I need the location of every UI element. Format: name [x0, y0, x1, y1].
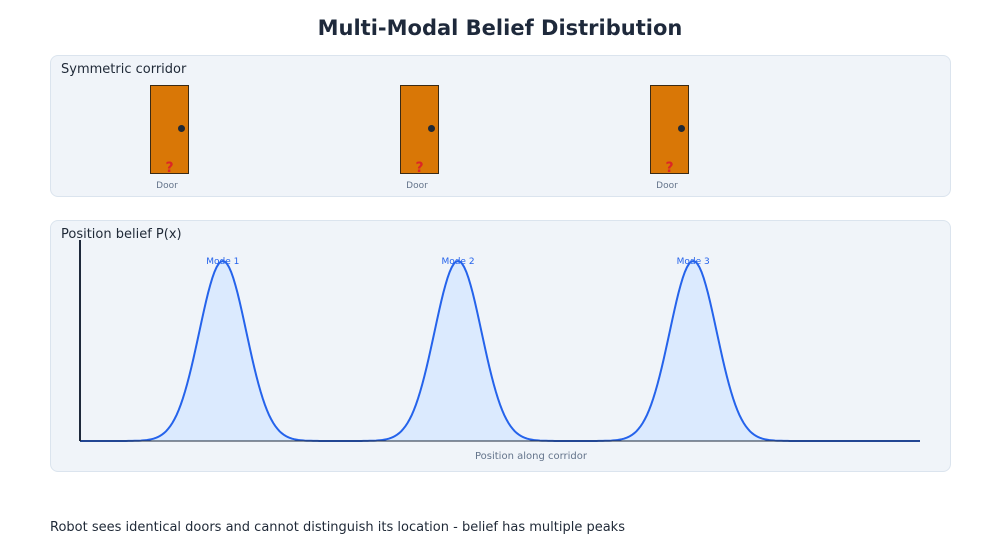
door-label: Door — [156, 181, 178, 191]
caption: Robot sees identical doors and cannot di… — [50, 520, 625, 535]
door: ? — [150, 85, 189, 176]
door-knob-icon — [178, 125, 185, 132]
question-mark: ? — [415, 160, 424, 176]
corridor-title: Symmetric corridor — [61, 62, 187, 77]
mode-label: Mode 1 — [206, 257, 239, 267]
question-mark: ? — [165, 160, 174, 176]
page-title: Multi-Modal Belief Distribution — [317, 16, 683, 40]
door-label: Door — [656, 181, 678, 191]
door-knob-icon — [678, 125, 685, 132]
mode-label: Mode 2 — [441, 257, 474, 267]
belief-area — [80, 261, 920, 441]
question-mark: ? — [665, 160, 674, 176]
x-axis-label: Position along corridor — [475, 451, 588, 462]
mode-label: Mode 3 — [677, 257, 710, 267]
door-knob-icon — [428, 125, 435, 132]
belief-title: Position belief P(x) — [61, 227, 182, 242]
door: ? — [650, 85, 689, 176]
door: ? — [400, 85, 439, 176]
door-label: Door — [406, 181, 428, 191]
corridor-panel: Symmetric corridor ? Door ? Door ? Door — [50, 55, 951, 197]
